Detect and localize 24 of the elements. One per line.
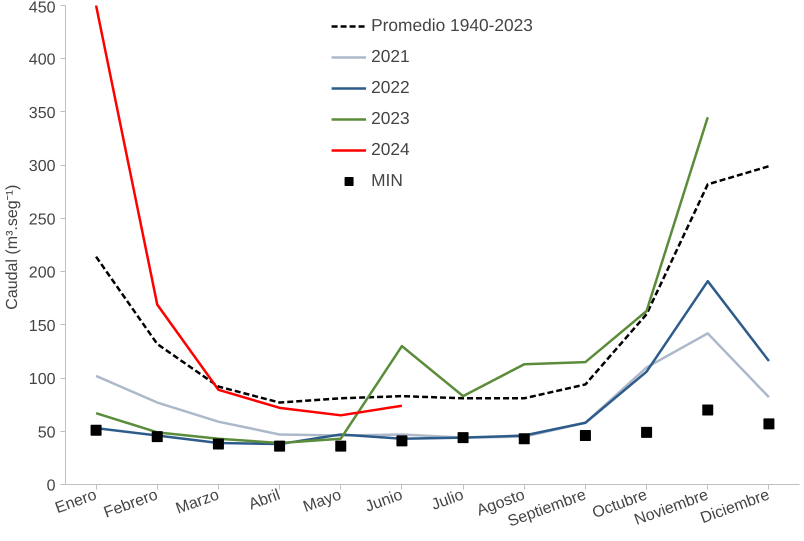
y-axis-title: Caudal (m³.seg⁻¹) <box>4 184 21 310</box>
legend-label: 2024 <box>371 139 410 160</box>
x-tick-label: Abril <box>246 486 282 514</box>
x-tick-label: Julio <box>429 486 466 514</box>
y-tick-label: 350 <box>28 104 56 122</box>
y-tick-label: 150 <box>28 318 56 335</box>
x-tick-label: Junio <box>363 486 405 516</box>
legend-label: 2023 <box>371 108 410 129</box>
line-series <box>94 164 770 404</box>
y-tick-label: 0 <box>46 478 56 494</box>
legend-label: 2021 <box>371 46 410 67</box>
legend-label: 2022 <box>371 77 410 98</box>
y-tick-label: 400 <box>28 52 56 69</box>
y-tick-label: 200 <box>28 264 56 282</box>
legend-label: MIN <box>371 170 403 191</box>
x-tick-label: Marzo <box>174 486 222 518</box>
x-tick-label: Mayo <box>301 486 344 516</box>
y-tick-label: 50 <box>38 424 56 442</box>
y-tick-label: 250 <box>28 211 56 228</box>
y-tick-label: 100 <box>28 371 56 388</box>
y-tick-label: 300 <box>28 158 56 176</box>
x-tick-label: Febrero <box>102 486 160 522</box>
legend-label: Promedio 1940-2023 <box>371 15 533 36</box>
y-tick-label: 450 <box>28 0 56 16</box>
